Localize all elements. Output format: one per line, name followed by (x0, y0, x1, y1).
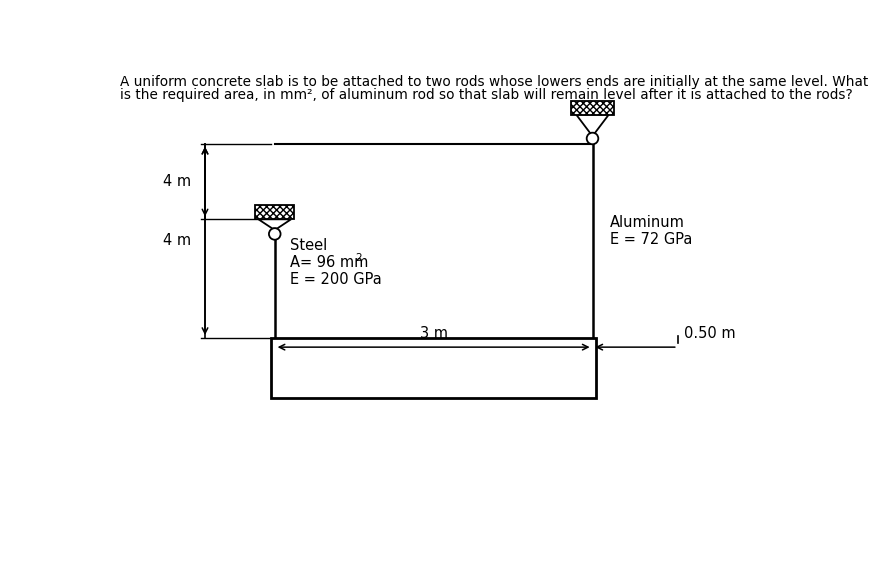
Text: 2: 2 (356, 253, 362, 263)
Text: E = 72 GPa: E = 72 GPa (609, 231, 692, 247)
Text: is the required area, in mm², of aluminum rod so that slab will remain level aft: is the required area, in mm², of aluminu… (120, 88, 852, 103)
Text: 4 m: 4 m (163, 174, 191, 189)
Text: 0.50 m: 0.50 m (684, 326, 736, 341)
Polygon shape (258, 219, 291, 229)
Text: Steel: Steel (290, 238, 328, 253)
Text: A= 96 mm: A= 96 mm (290, 255, 368, 270)
Text: Aluminum: Aluminum (609, 215, 685, 230)
Text: E = 200 GPa: E = 200 GPa (290, 272, 382, 287)
Text: 4 m: 4 m (163, 233, 191, 249)
Text: A uniform concrete slab is to be attached to two rods whose lowers ends are init: A uniform concrete slab is to be attache… (120, 75, 868, 88)
Bar (255, 205, 294, 219)
Circle shape (269, 228, 280, 240)
Bar (571, 101, 614, 115)
Bar (271, 338, 597, 398)
Polygon shape (576, 115, 608, 133)
Text: 3 m: 3 m (419, 326, 448, 341)
Circle shape (587, 133, 599, 144)
